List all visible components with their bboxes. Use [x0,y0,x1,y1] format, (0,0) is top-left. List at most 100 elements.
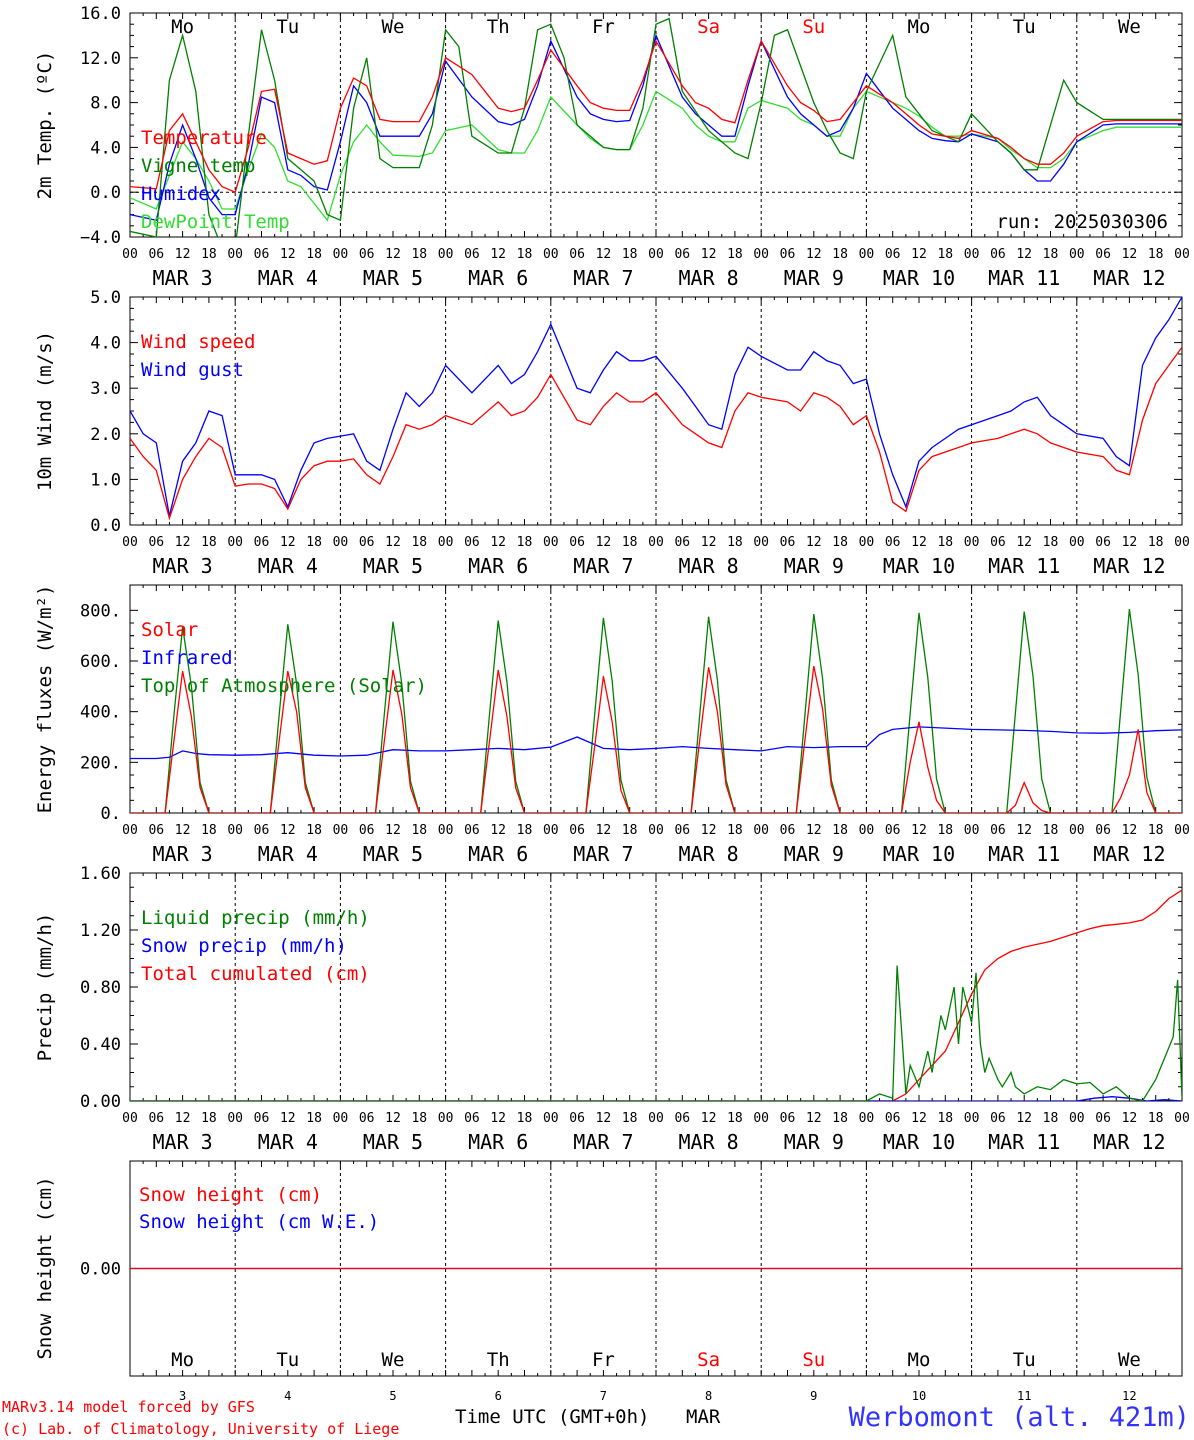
x-hour-label: 12 [1122,247,1138,262]
x-hour-label: 12 [385,247,401,262]
legend-entry: Liquid precip (mm/h) [141,907,370,929]
x-hour-label: 06 [464,535,480,550]
x-hour-label: 06 [990,823,1006,838]
y-axis-label: 2m Temp. (ºC) [34,51,56,200]
date-label: MAR 4 [258,1130,318,1154]
x-hour-label: 06 [359,535,375,550]
x-hour-label: 00 [1174,823,1190,838]
series-line-dewpoint-temp [130,90,1182,222]
x-hour-label: 18 [517,823,533,838]
panel-1: 00 06 12 18 00 06 12 18 00 06 12 18 00 06 12 18 00 06 12 18… [34,4,1190,290]
x-hour-label: 18 [1148,535,1164,550]
x-hour-label: 12 [490,247,506,262]
x-hour-label: 00 [543,1111,559,1126]
date-label: MAR 7 [573,266,633,290]
x-hour-label: 00 [333,1111,349,1126]
y-tick-label: 0.00 [80,1092,121,1112]
date-label: MAR 3 [152,842,212,866]
x-hour-label: 06 [464,823,480,838]
day-number: 4 [284,1389,291,1403]
x-hour-label: 12 [911,247,927,262]
x-hour-label: 12 [385,823,401,838]
x-hour-label: 00 [964,823,980,838]
x-hour-label: 06 [990,247,1006,262]
weekday-label: Tu [276,16,299,38]
x-hour-label: 00 [859,823,875,838]
x-hour-label: 12 [175,247,191,262]
x-hour-label: 18 [622,535,638,550]
weekday-label: We [1118,1349,1141,1371]
weekday-label: Sa [697,16,720,38]
series-line-wind-speed [130,346,1182,521]
credit-line-2: (c) Lab. of Climatology, University of L… [2,1420,399,1438]
weekday-label: Tu [1013,1349,1036,1371]
day-number: 3 [179,1389,186,1403]
legend-entry: Snow height (cm) [139,1184,322,1206]
x-hour-label: 00 [753,1111,769,1126]
date-label: MAR 10 [883,266,955,290]
date-label: MAR 6 [468,266,528,290]
x-hour-label: 00 [964,247,980,262]
x-hour-label: 00 [859,1111,875,1126]
legend-entry: Snow height (cm W.E.) [139,1211,379,1233]
x-hour-label: 06 [148,535,164,550]
weekday-label: We [382,16,405,38]
day-number: 5 [389,1389,396,1403]
x-hour-label: 00 [964,1111,980,1126]
legend-entry: Humidex [141,183,221,205]
y-tick-label: 12.0 [80,49,121,69]
y-tick-label: 16.0 [80,4,121,24]
x-hour-label: 06 [1095,823,1111,838]
day-number: 7 [600,1389,607,1403]
series-line-vigne-temp [130,17,1182,237]
x-hour-label: 12 [806,1111,822,1126]
weekday-label: Tu [276,1349,299,1371]
x-hour-label: 18 [937,1111,953,1126]
x-hour-label: 18 [832,247,848,262]
date-label: MAR 9 [784,1130,844,1154]
series-line-liquid-precip-mm-h- [130,965,1182,1101]
credit-line-1: MARv3.14 model forced by GFS [2,1398,255,1416]
day-number: 8 [705,1389,712,1403]
x-hour-label: 18 [832,823,848,838]
x-hour-label: 12 [596,823,612,838]
x-hour-label: 12 [1016,535,1032,550]
x-hour-label: 00 [1069,1111,1085,1126]
x-hour-label: 12 [280,535,296,550]
x-hour-label: 18 [1043,823,1059,838]
y-tick-label: 0.00 [80,1260,121,1280]
run-label: run: 2025030306 [996,211,1168,233]
date-label: MAR 6 [468,842,528,866]
date-label: MAR 12 [1093,1130,1165,1154]
x-hour-label: 00 [1174,247,1190,262]
x-hour-label: 06 [569,823,585,838]
x-hour-label: 12 [385,1111,401,1126]
x-hour-label: 12 [911,535,927,550]
series-line-snow-precip-mm-h- [130,1096,1182,1101]
x-hour-label: 00 [122,823,138,838]
x-hour-label: 12 [1016,823,1032,838]
x-hour-label: 12 [1122,535,1138,550]
y-tick-label: 400. [80,703,121,723]
x-hour-label: 06 [885,247,901,262]
legend-entry: Temperature [141,127,267,149]
x-hour-label: 06 [780,535,796,550]
weekday-label: Su [802,1349,825,1371]
date-label: MAR 7 [573,1130,633,1154]
x-hour-label: 18 [201,535,217,550]
y-tick-label: 0. [101,804,121,824]
x-hour-label: 18 [937,247,953,262]
day-number: 12 [1122,1389,1136,1403]
x-hour-label: 00 [122,247,138,262]
x-hour-label: 18 [622,1111,638,1126]
x-hour-label: 18 [306,247,322,262]
x-hour-label: 18 [201,247,217,262]
x-hour-label: 18 [832,535,848,550]
date-label: MAR 8 [678,266,738,290]
x-hour-label: 18 [411,1111,427,1126]
date-label: MAR 8 [678,554,738,578]
x-hour-label: 00 [438,535,454,550]
date-label: MAR 4 [258,554,318,578]
x-hour-label: 18 [622,247,638,262]
x-hour-label: 06 [885,535,901,550]
